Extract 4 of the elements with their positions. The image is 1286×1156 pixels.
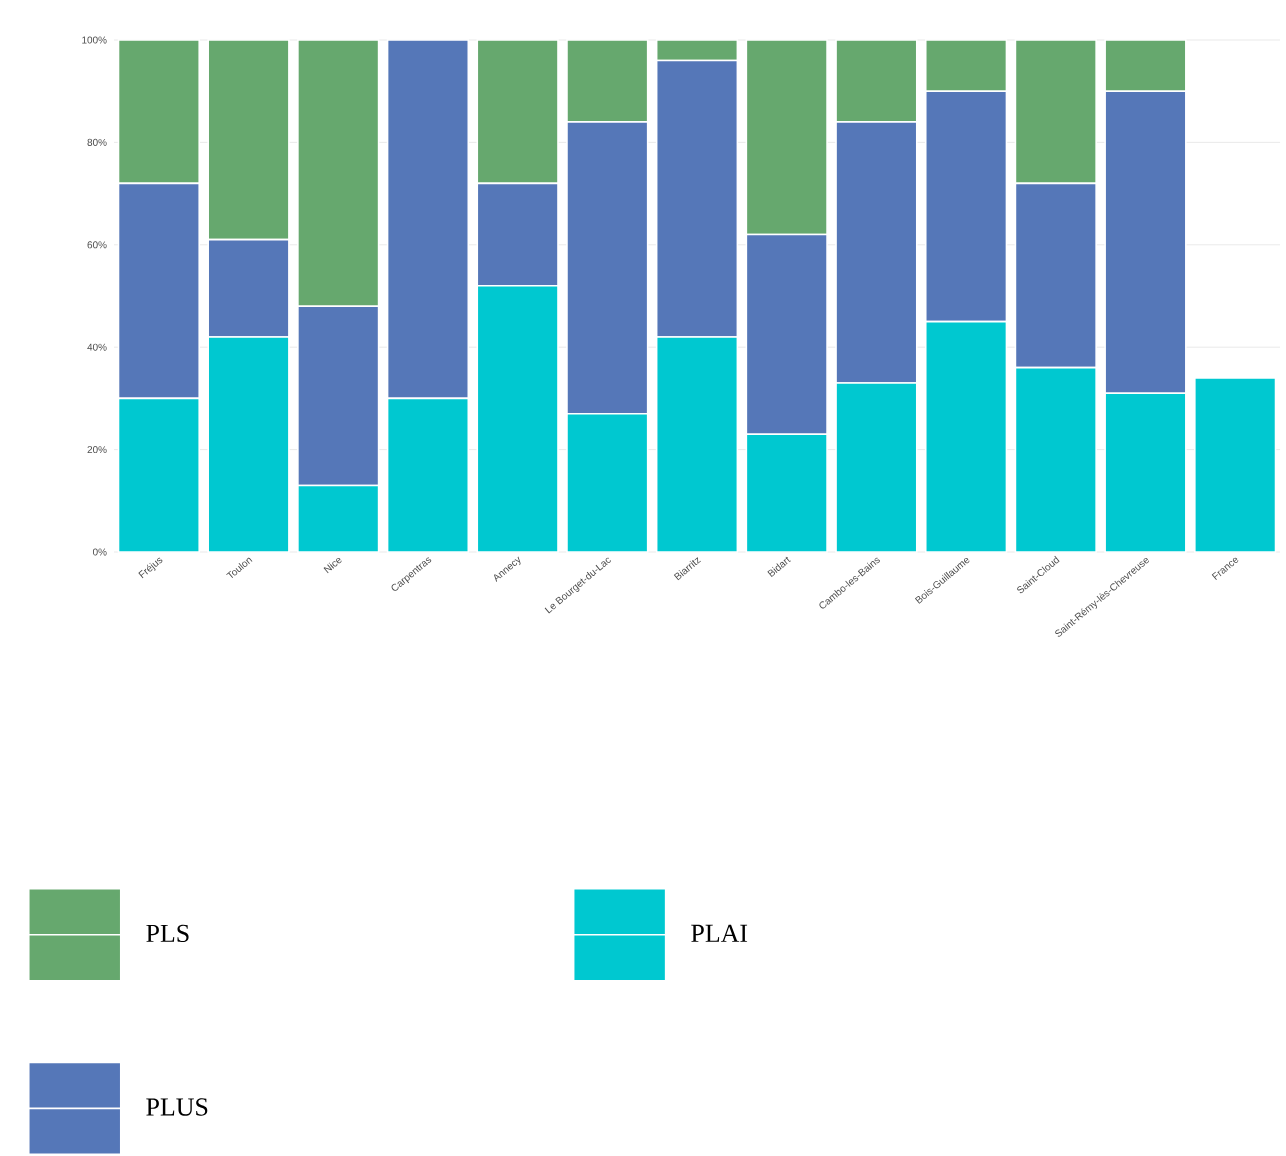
legend-label: PLS bbox=[146, 925, 189, 943]
legend-label: PLAI bbox=[691, 925, 748, 943]
bar bbox=[1194, 377, 1277, 554]
legend-label: PLUS bbox=[146, 1098, 208, 1117]
